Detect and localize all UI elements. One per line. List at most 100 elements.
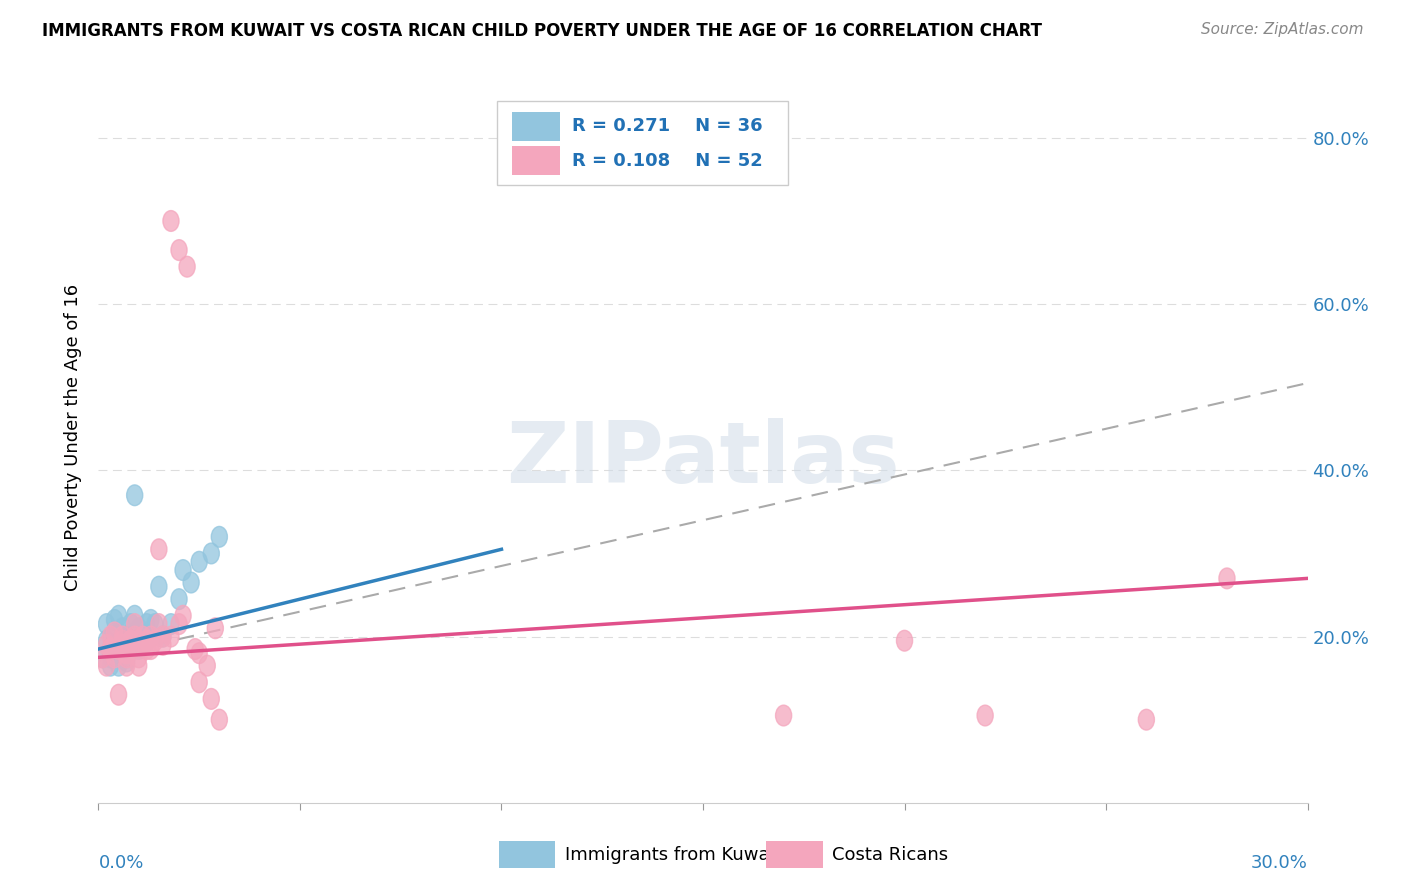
Ellipse shape bbox=[172, 240, 187, 260]
FancyBboxPatch shape bbox=[498, 101, 787, 185]
Ellipse shape bbox=[111, 684, 127, 706]
Ellipse shape bbox=[172, 614, 187, 634]
Ellipse shape bbox=[114, 634, 131, 656]
FancyBboxPatch shape bbox=[512, 112, 561, 141]
Ellipse shape bbox=[103, 647, 118, 668]
Text: 30.0%: 30.0% bbox=[1251, 854, 1308, 872]
Ellipse shape bbox=[111, 656, 127, 676]
Text: 0.0%: 0.0% bbox=[98, 854, 143, 872]
Text: Immigrants from Kuwait: Immigrants from Kuwait bbox=[565, 846, 782, 863]
Ellipse shape bbox=[131, 647, 146, 668]
Ellipse shape bbox=[127, 614, 143, 634]
Ellipse shape bbox=[118, 643, 135, 664]
Ellipse shape bbox=[211, 709, 228, 730]
Ellipse shape bbox=[163, 211, 179, 231]
Ellipse shape bbox=[118, 647, 135, 668]
Ellipse shape bbox=[111, 606, 127, 626]
Ellipse shape bbox=[122, 631, 139, 651]
Ellipse shape bbox=[174, 559, 191, 581]
Ellipse shape bbox=[200, 656, 215, 676]
Ellipse shape bbox=[135, 634, 150, 656]
Ellipse shape bbox=[122, 614, 139, 634]
Ellipse shape bbox=[127, 626, 143, 647]
Ellipse shape bbox=[103, 626, 118, 647]
Ellipse shape bbox=[122, 631, 139, 651]
Ellipse shape bbox=[183, 572, 200, 593]
Ellipse shape bbox=[122, 639, 139, 659]
Ellipse shape bbox=[114, 639, 131, 659]
Ellipse shape bbox=[131, 618, 146, 639]
Ellipse shape bbox=[94, 647, 111, 668]
Ellipse shape bbox=[150, 539, 167, 559]
Ellipse shape bbox=[204, 689, 219, 709]
Text: Source: ZipAtlas.com: Source: ZipAtlas.com bbox=[1201, 22, 1364, 37]
Ellipse shape bbox=[98, 631, 114, 651]
Ellipse shape bbox=[179, 256, 195, 277]
Ellipse shape bbox=[191, 643, 207, 664]
Ellipse shape bbox=[1139, 709, 1154, 730]
Ellipse shape bbox=[98, 614, 114, 634]
Ellipse shape bbox=[155, 634, 172, 656]
Ellipse shape bbox=[118, 651, 135, 672]
Ellipse shape bbox=[139, 614, 155, 634]
Ellipse shape bbox=[127, 606, 143, 626]
Ellipse shape bbox=[118, 626, 135, 647]
Ellipse shape bbox=[118, 656, 135, 676]
Ellipse shape bbox=[776, 706, 792, 726]
Ellipse shape bbox=[114, 618, 131, 639]
Ellipse shape bbox=[127, 485, 143, 506]
Ellipse shape bbox=[207, 618, 224, 639]
Ellipse shape bbox=[172, 589, 187, 609]
Ellipse shape bbox=[135, 634, 150, 656]
Ellipse shape bbox=[150, 576, 167, 597]
Y-axis label: Child Poverty Under the Age of 16: Child Poverty Under the Age of 16 bbox=[63, 284, 82, 591]
Ellipse shape bbox=[143, 609, 159, 631]
Ellipse shape bbox=[114, 626, 131, 647]
Ellipse shape bbox=[107, 622, 122, 643]
Ellipse shape bbox=[155, 626, 172, 647]
Ellipse shape bbox=[118, 647, 135, 668]
Ellipse shape bbox=[143, 626, 159, 647]
Ellipse shape bbox=[139, 631, 155, 651]
Ellipse shape bbox=[135, 626, 150, 647]
Ellipse shape bbox=[107, 626, 122, 647]
Ellipse shape bbox=[111, 631, 127, 651]
Ellipse shape bbox=[163, 626, 179, 647]
Ellipse shape bbox=[98, 656, 114, 676]
Ellipse shape bbox=[146, 631, 163, 651]
Ellipse shape bbox=[103, 639, 118, 659]
Ellipse shape bbox=[103, 639, 118, 659]
Text: Costa Ricans: Costa Ricans bbox=[832, 846, 949, 863]
Ellipse shape bbox=[139, 631, 155, 651]
Text: R = 0.271    N = 36: R = 0.271 N = 36 bbox=[572, 117, 763, 136]
Ellipse shape bbox=[143, 639, 159, 659]
Ellipse shape bbox=[155, 626, 172, 647]
Ellipse shape bbox=[150, 614, 167, 634]
Ellipse shape bbox=[114, 631, 131, 651]
Ellipse shape bbox=[122, 631, 139, 651]
Ellipse shape bbox=[204, 543, 219, 564]
Ellipse shape bbox=[131, 656, 146, 676]
Ellipse shape bbox=[1219, 568, 1234, 589]
Ellipse shape bbox=[211, 526, 228, 547]
Ellipse shape bbox=[191, 551, 207, 572]
Ellipse shape bbox=[98, 634, 114, 656]
FancyBboxPatch shape bbox=[512, 146, 561, 175]
Ellipse shape bbox=[977, 706, 993, 726]
Ellipse shape bbox=[146, 614, 163, 634]
Ellipse shape bbox=[191, 672, 207, 693]
Ellipse shape bbox=[131, 639, 146, 659]
Ellipse shape bbox=[187, 639, 204, 659]
Ellipse shape bbox=[163, 614, 179, 634]
Text: IMMIGRANTS FROM KUWAIT VS COSTA RICAN CHILD POVERTY UNDER THE AGE OF 16 CORRELAT: IMMIGRANTS FROM KUWAIT VS COSTA RICAN CH… bbox=[42, 22, 1042, 40]
Ellipse shape bbox=[107, 609, 122, 631]
Text: ZIPatlas: ZIPatlas bbox=[506, 417, 900, 500]
Ellipse shape bbox=[139, 639, 155, 659]
Ellipse shape bbox=[107, 647, 122, 668]
Ellipse shape bbox=[174, 606, 191, 626]
Ellipse shape bbox=[111, 639, 127, 659]
Text: R = 0.108    N = 52: R = 0.108 N = 52 bbox=[572, 152, 763, 169]
Ellipse shape bbox=[94, 647, 111, 668]
Ellipse shape bbox=[103, 639, 118, 659]
Ellipse shape bbox=[897, 631, 912, 651]
